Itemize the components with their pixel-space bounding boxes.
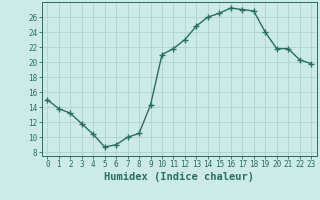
X-axis label: Humidex (Indice chaleur): Humidex (Indice chaleur) xyxy=(104,172,254,182)
